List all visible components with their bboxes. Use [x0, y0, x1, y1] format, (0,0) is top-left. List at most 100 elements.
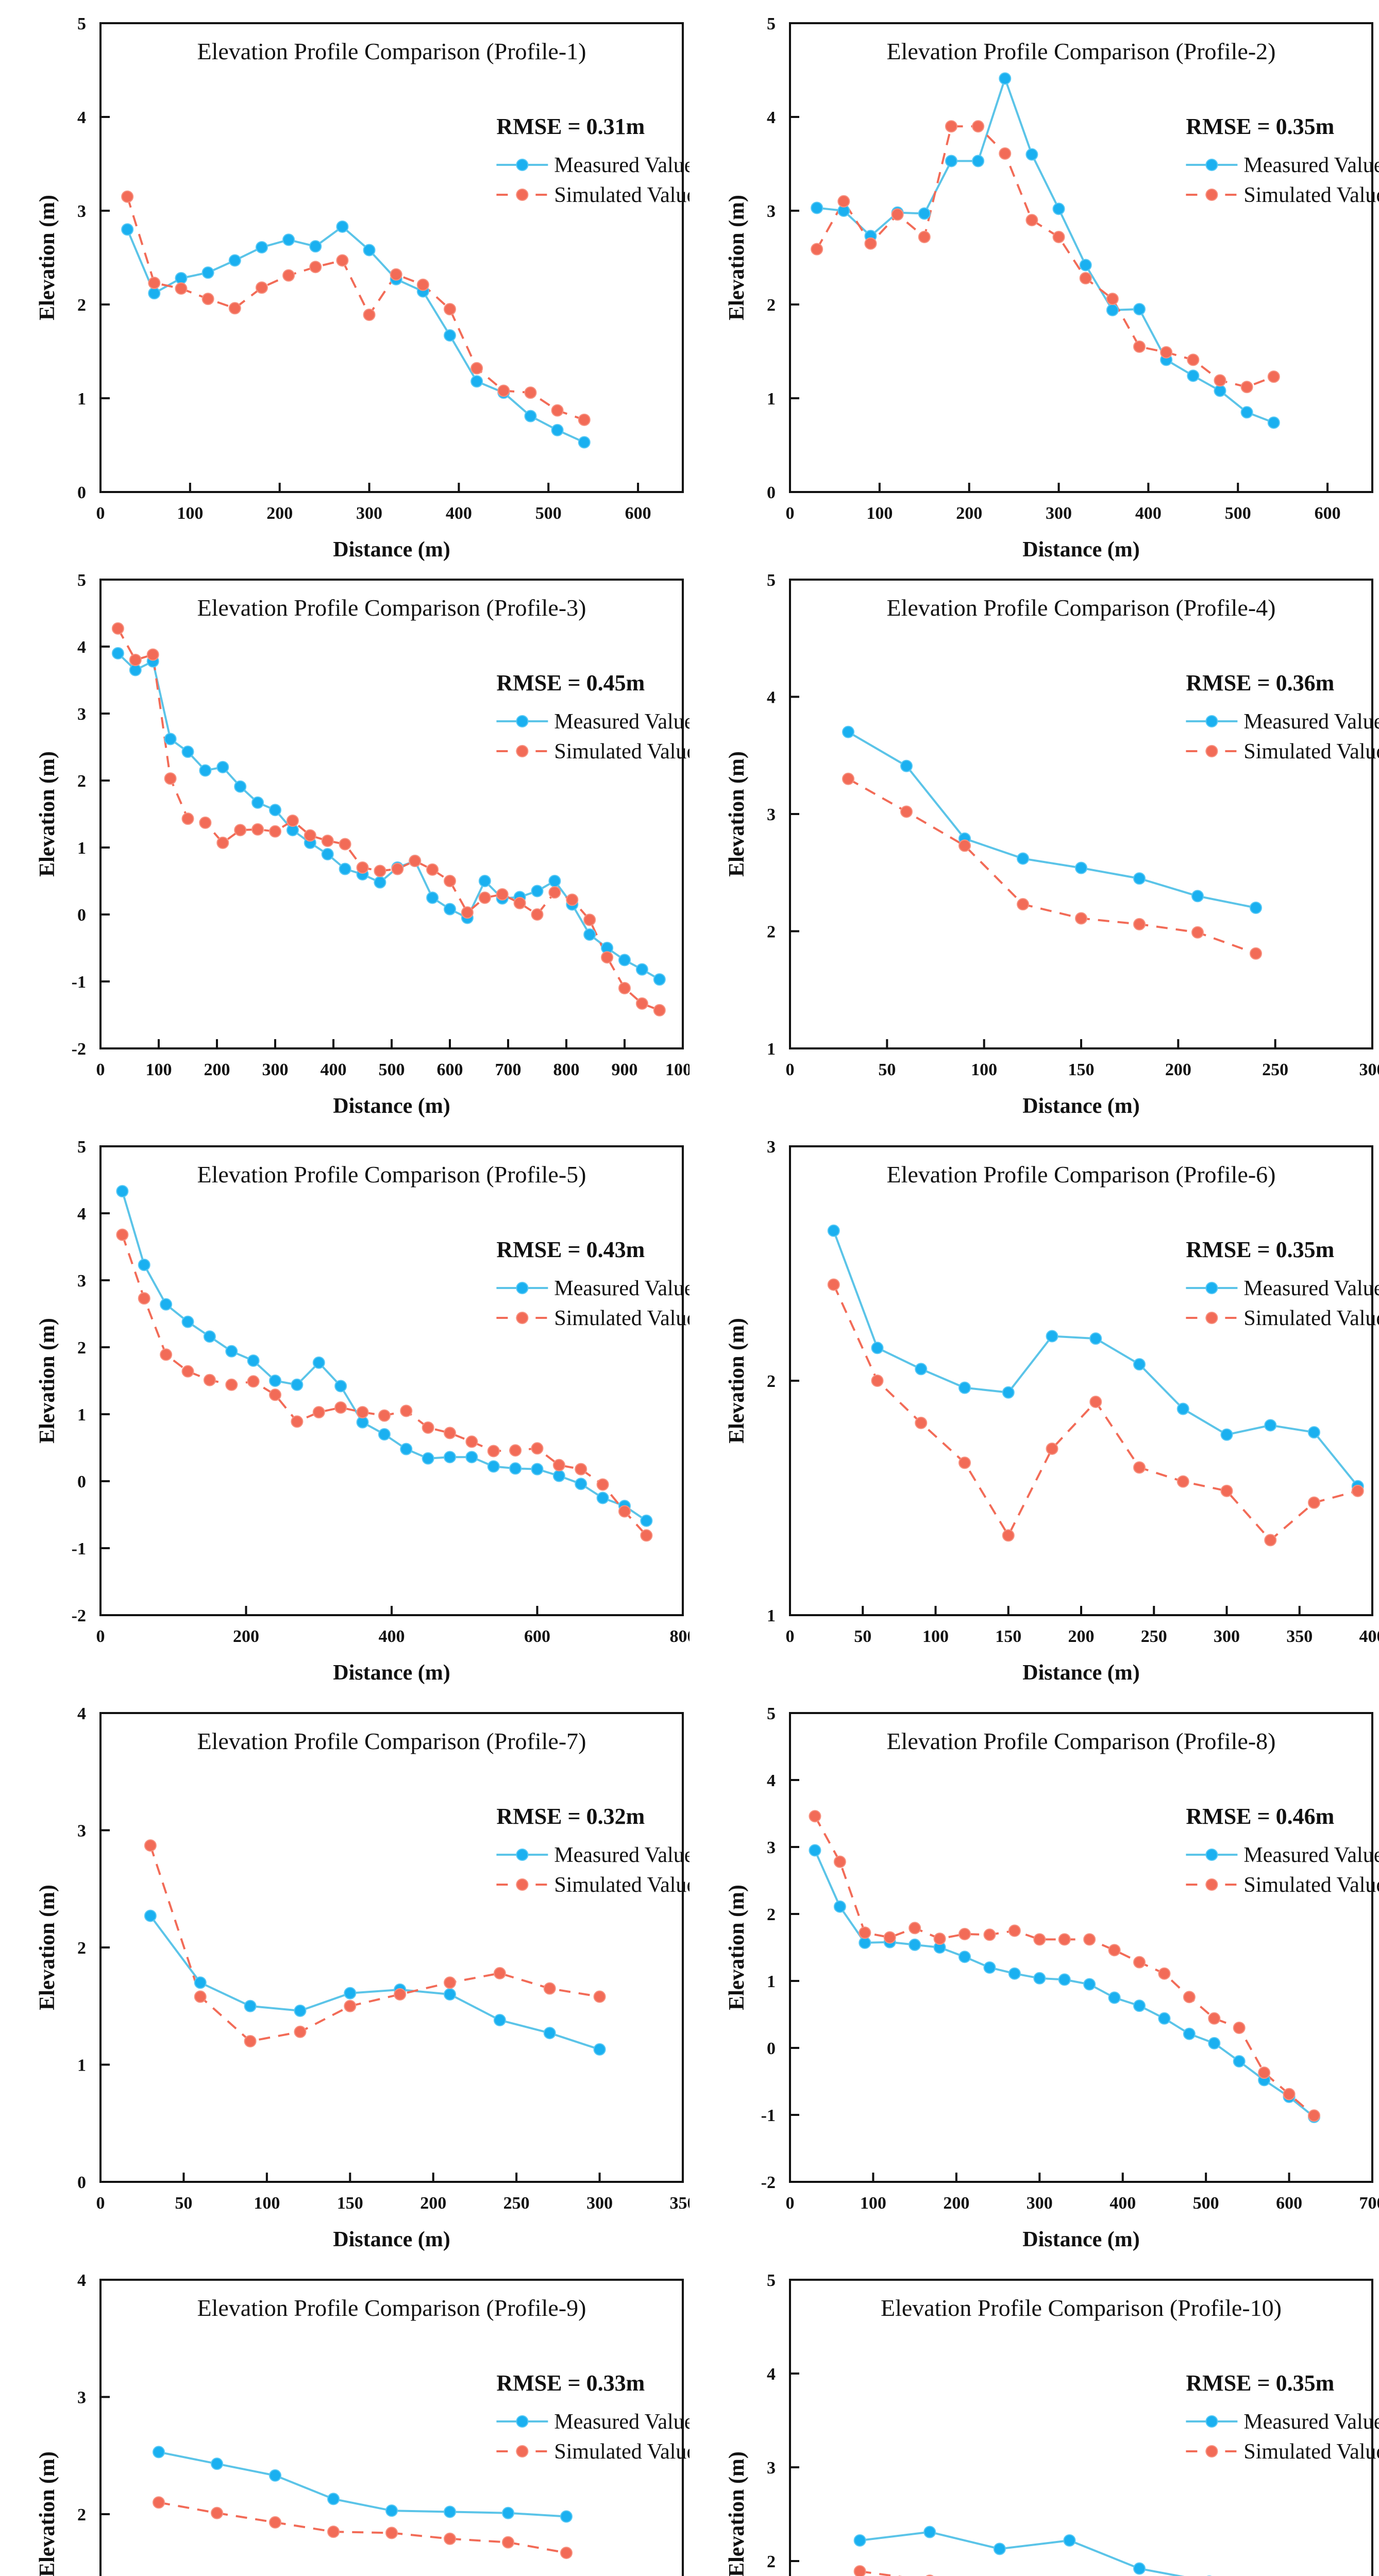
simulated-data-point — [575, 1463, 587, 1476]
simulated-data-point — [1308, 2109, 1320, 2122]
x-tick-label: 600 — [1276, 2194, 1302, 2213]
legend-marker-measured — [1205, 1849, 1218, 1861]
y-tick-label: 4 — [77, 1205, 86, 1224]
x-axis-label: Distance (m) — [333, 1094, 450, 1118]
legend-marker-measured — [1205, 2415, 1218, 2428]
simulated-data-point — [385, 2527, 398, 2539]
x-tick-label: 0 — [96, 504, 105, 523]
simulated-data-point — [194, 1990, 207, 2003]
measured-data-point — [160, 1298, 173, 1311]
y-axis-label: Elevation (m) — [725, 751, 749, 877]
simulated-data-point — [531, 908, 544, 921]
measured-data-point — [181, 1315, 194, 1328]
simulated-data-point — [551, 404, 564, 417]
simulated-data-point — [444, 1976, 456, 1989]
measured-series-line — [832, 1230, 1359, 1487]
simulated-data-point — [363, 309, 376, 321]
rmse-label: RMSE = 0.45m — [496, 670, 645, 696]
measured-data-point — [1106, 303, 1119, 316]
measured-data-point — [201, 266, 214, 279]
simulated-data-point — [391, 862, 404, 875]
simulated-data-point — [470, 362, 483, 375]
measured-data-point — [502, 2506, 514, 2519]
simulated-data-point — [531, 1442, 544, 1455]
x-tick-label: 0 — [96, 2194, 105, 2213]
legend-label-measured: Measured Values — [1243, 710, 1379, 734]
x-tick-label: 150 — [337, 2194, 363, 2213]
x-tick-label: 200 — [266, 504, 293, 523]
chart-panel-profile-10: 0100200012345Distance (m)Elevation (m)El… — [690, 2257, 1379, 2576]
simulated-data-point — [336, 254, 349, 267]
measured-data-point — [909, 1938, 921, 1951]
simulated-data-point — [1308, 1496, 1320, 1509]
measured-data-point — [1133, 872, 1146, 885]
y-tick-label: 0 — [767, 2039, 776, 2058]
x-tick-label: 400 — [321, 1060, 347, 1079]
measured-data-point — [618, 954, 631, 967]
y-tick-label: 3 — [77, 705, 86, 724]
simulated-data-point — [543, 1982, 556, 1995]
y-tick-label: 5 — [77, 14, 86, 33]
measured-data-point — [531, 1463, 544, 1476]
measured-data-point — [593, 2043, 606, 2056]
measured-data-point — [1079, 259, 1092, 272]
simulated-data-point — [199, 816, 212, 829]
x-tick-label: 800 — [553, 1060, 580, 1079]
measured-data-point — [972, 155, 985, 167]
measured-data-point — [833, 1900, 846, 1913]
y-tick-label: -2 — [72, 1040, 86, 1059]
simulated-data-point — [251, 823, 264, 836]
plot-frame — [789, 579, 1373, 1049]
simulated-data-point — [203, 1374, 216, 1386]
y-axis-label: Elevation (m) — [725, 2451, 749, 2576]
x-tick-label: 50 — [854, 1627, 871, 1646]
simulated-data-point — [1046, 1442, 1058, 1455]
x-axis-label: Distance (m) — [1022, 1094, 1139, 1118]
simulated-data-point — [1133, 340, 1146, 353]
chart-svg: 0 100 200 300 400 500 600 0 1 2 3 4 5 Distance (m) Ele… — [36, 14, 690, 562]
chart-svg: 0 50 100 150 200 250 300 350 0 1 2 3 4 Distance (m) El… — [36, 1704, 690, 2251]
measured-data-point — [194, 1976, 207, 1989]
measured-data-point — [426, 891, 439, 904]
measured-data-point — [842, 725, 854, 738]
x-tick-label: 250 — [1141, 1627, 1167, 1646]
measured-data-point — [444, 2505, 456, 2518]
legend-item-simulated: Simulated Values — [1186, 740, 1379, 764]
simulated-data-point — [294, 2025, 307, 2038]
measured-data-point — [487, 1460, 500, 1473]
legend-marker-measured — [516, 715, 529, 727]
x-tick-label: 100 — [971, 1060, 997, 1079]
measured-data-point — [378, 1428, 391, 1440]
chart-panel-profile-4: 0 50 100 150 200 250 300 1 2 3 4 5 Distance (m) Eleva… — [690, 556, 1379, 1123]
simulated-series-line — [860, 2570, 902, 2576]
measured-data-point — [444, 1451, 456, 1464]
simulated-data-point — [444, 875, 456, 887]
measured-data-point — [1187, 369, 1200, 382]
legend-item-measured: Measured Values — [496, 710, 690, 734]
simulated-data-point — [416, 278, 429, 291]
measured-data-point — [509, 1462, 522, 1475]
simulated-data-point — [390, 268, 402, 281]
measured-data-point — [111, 647, 124, 659]
measured-data-point — [181, 745, 194, 758]
y-tick-label: 3 — [767, 202, 776, 221]
measured-data-point — [282, 233, 295, 246]
rmse-label: RMSE = 0.31m — [496, 114, 645, 139]
x-tick-label: 700 — [1359, 2194, 1379, 2213]
x-tick-label: 0 — [786, 1060, 795, 1079]
measured-data-point — [1264, 1419, 1277, 1432]
simulated-data-point — [211, 2506, 223, 2519]
measured-series-line — [126, 225, 585, 444]
y-tick-label: 5 — [767, 14, 776, 33]
legend-label-simulated: Simulated Values — [1243, 740, 1379, 764]
simulated-data-point — [1033, 1933, 1046, 1946]
x-tick-label: 400 — [379, 1627, 405, 1646]
simulated-data-point — [972, 120, 985, 133]
simulated-data-point — [618, 1505, 631, 1518]
simulated-data-point — [601, 951, 614, 964]
x-tick-label: 1000 — [665, 1060, 690, 1079]
measured-data-point — [1108, 1991, 1121, 2004]
legend-label-measured: Measured Values — [1243, 1843, 1379, 1867]
legend-item-measured: Measured Values — [1186, 1843, 1379, 1867]
simulated-data-point — [524, 386, 537, 399]
